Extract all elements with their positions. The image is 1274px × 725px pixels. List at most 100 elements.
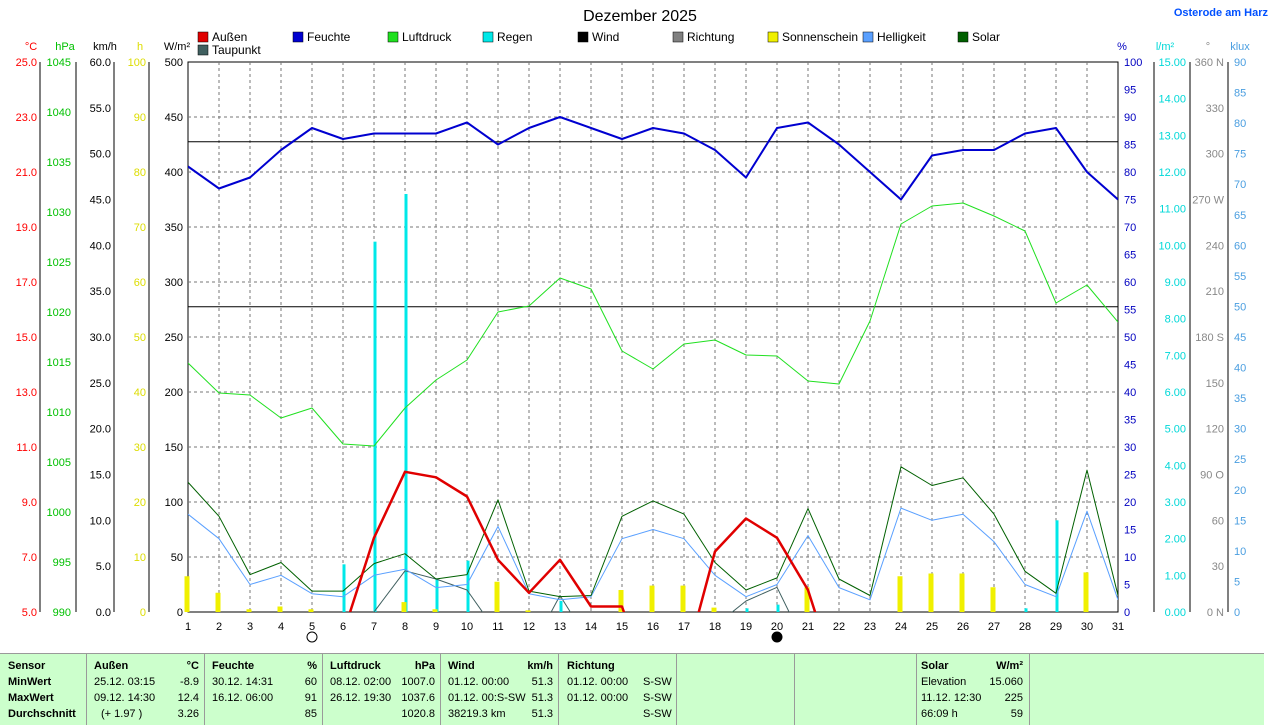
- weather-chart: Dezember 2025 Osterode am Harz Außen Feuc…: [16, 7, 1269, 643]
- richtung-max-value: S-SW: [643, 692, 672, 704]
- bar-regen: [342, 564, 346, 612]
- y-tick-label-kmh: 50.0: [90, 149, 111, 161]
- x-tick-label: 23: [864, 621, 876, 633]
- y-tick-label-pct: 15: [1124, 525, 1136, 537]
- x-tick-label: 25: [926, 621, 938, 633]
- luftdruck-max-value: 1037.6: [401, 692, 435, 704]
- aussen-min-value: -8.9: [180, 676, 199, 688]
- y-tick-label-lm2: 14.00: [1158, 94, 1186, 106]
- richtung-min-value: S-SW: [643, 676, 672, 688]
- bar-sonnenschein: [897, 576, 903, 612]
- bar-sonnenschein: [215, 592, 221, 612]
- legend-label: Außen: [212, 30, 247, 44]
- y-tick-label-hours: 90: [134, 112, 146, 124]
- bar-sonnenschein: [804, 587, 810, 612]
- y-tick-label-pct: 60: [1124, 277, 1136, 289]
- legend-swatch: [292, 31, 304, 43]
- bar-sonnenschein: [928, 573, 934, 612]
- y-tick-label-pct: 50: [1124, 332, 1136, 344]
- series-line-helligkeit: [188, 507, 1118, 601]
- legend-swatch: [957, 31, 969, 43]
- y-tick-label-lm2: 11.00: [1159, 204, 1186, 216]
- y-tick-label-kmh: 0.0: [96, 607, 111, 619]
- y-tick-label-kmh: 20.0: [90, 424, 111, 436]
- axis-label-hpa: hPa: [55, 41, 75, 53]
- legend-swatch: [767, 31, 779, 43]
- x-tick-label: 5: [309, 621, 315, 633]
- x-tick-label: 1: [185, 621, 191, 633]
- y-tick-label-klux: 75: [1234, 149, 1246, 161]
- luftdruck-max-time: 26.12. 19:30: [330, 692, 392, 704]
- legend-label: Helligkeit: [877, 30, 926, 44]
- y-tick-label-hours: 80: [134, 167, 146, 179]
- y-tick-label-klux: 20: [1234, 485, 1246, 497]
- richtung-avg-value: S-SW: [643, 708, 672, 720]
- x-tick-label: 6: [340, 621, 346, 633]
- y-tick-label-hpa: 1015: [47, 357, 71, 369]
- axis-label-deg: °: [1206, 41, 1210, 53]
- legend-label: Taupunkt: [212, 43, 261, 57]
- bar-sonnenschein: [184, 576, 190, 612]
- luftdruck-header: Luftdruck: [330, 660, 381, 672]
- station-name: Osterode am Harz: [1174, 7, 1269, 19]
- x-tick-label: 31: [1112, 621, 1124, 633]
- y-tick-label-hpa: 1010: [47, 407, 71, 419]
- feuchte-header: Feuchte: [212, 660, 255, 672]
- x-tick-label: 22: [833, 621, 845, 633]
- aussen-min-time: 25.12. 03:15: [94, 676, 156, 688]
- y-tick-label-pct: 45: [1124, 360, 1136, 372]
- x-tick-label: 15: [616, 621, 628, 633]
- aussen-avg-delta: (+ 1.97 ): [101, 708, 143, 720]
- legend-label: Solar: [972, 30, 1000, 44]
- y-tick-label-deg: 270 W: [1192, 195, 1224, 207]
- y-tick-label-wm2: 0: [177, 607, 183, 619]
- y-tick-label-lm2: 9.00: [1165, 277, 1186, 289]
- series-line-feuchte: [188, 116, 1118, 201]
- legend-swatch: [387, 31, 399, 43]
- bar-sonnenschein: [277, 606, 283, 612]
- y-tick-label-klux: 35: [1234, 393, 1246, 405]
- y-tick-label-hpa: 1025: [47, 257, 71, 269]
- legend-swatch: [197, 44, 209, 56]
- legend-swatch: [197, 31, 209, 43]
- y-tick-label-deg: 30: [1212, 561, 1224, 573]
- y-tick-label-kmh: 35.0: [90, 286, 111, 298]
- y-tick-label-hpa: 995: [53, 557, 71, 569]
- y-tick-label-temp: 23.0: [16, 112, 37, 124]
- y-tick-label-pct: 35: [1124, 415, 1136, 427]
- y-tick-label-deg: 90 O: [1200, 470, 1224, 482]
- bar-regen: [435, 579, 439, 612]
- luftdruck-min-value: 1007.0: [401, 676, 435, 688]
- y-tick-label-wm2: 400: [165, 167, 183, 179]
- y-tick-label-temp: 9.0: [22, 497, 37, 509]
- x-tick-label: 3: [247, 621, 253, 633]
- y-tick-label-deg: 120: [1206, 424, 1224, 436]
- y-tick-label-pct: 5: [1124, 580, 1130, 592]
- moon-new-icon: [771, 631, 783, 643]
- legend-swatch: [672, 31, 684, 43]
- solar-header: Solar: [921, 660, 949, 672]
- y-tick-label-temp: 7.0: [22, 552, 37, 564]
- y-tick-label-wm2: 300: [165, 277, 183, 289]
- bar-sonnenschein: [246, 609, 252, 612]
- axis-label-kmh: km/h: [93, 41, 117, 53]
- bar-sonnenschein: [308, 609, 314, 612]
- y-tick-label-hpa: 1005: [47, 457, 71, 469]
- aussen-header: Außen: [94, 660, 129, 672]
- y-tick-label-pct: 100: [1124, 57, 1142, 69]
- axis-label-hours: h: [137, 41, 143, 53]
- y-tick-label-pct: 75: [1124, 195, 1136, 207]
- y-tick-label-hours: 20: [134, 497, 146, 509]
- y-tick-label-pct: 95: [1124, 85, 1136, 97]
- aussen-unit: °C: [186, 660, 199, 672]
- y-tick-label-wm2: 50: [171, 552, 183, 564]
- feuchte-min-value: 60: [304, 676, 317, 688]
- bar-regen: [1055, 520, 1059, 612]
- x-tick-label: 30: [1081, 621, 1093, 633]
- bar-regen: [559, 601, 563, 612]
- y-tick-label-temp: 21.0: [16, 167, 37, 179]
- y-tick-label-klux: 0: [1234, 607, 1240, 619]
- series-line-luftdruck: [188, 202, 1118, 447]
- chart-marks: [184, 116, 1118, 612]
- y-tick-label-pct: 30: [1124, 442, 1136, 454]
